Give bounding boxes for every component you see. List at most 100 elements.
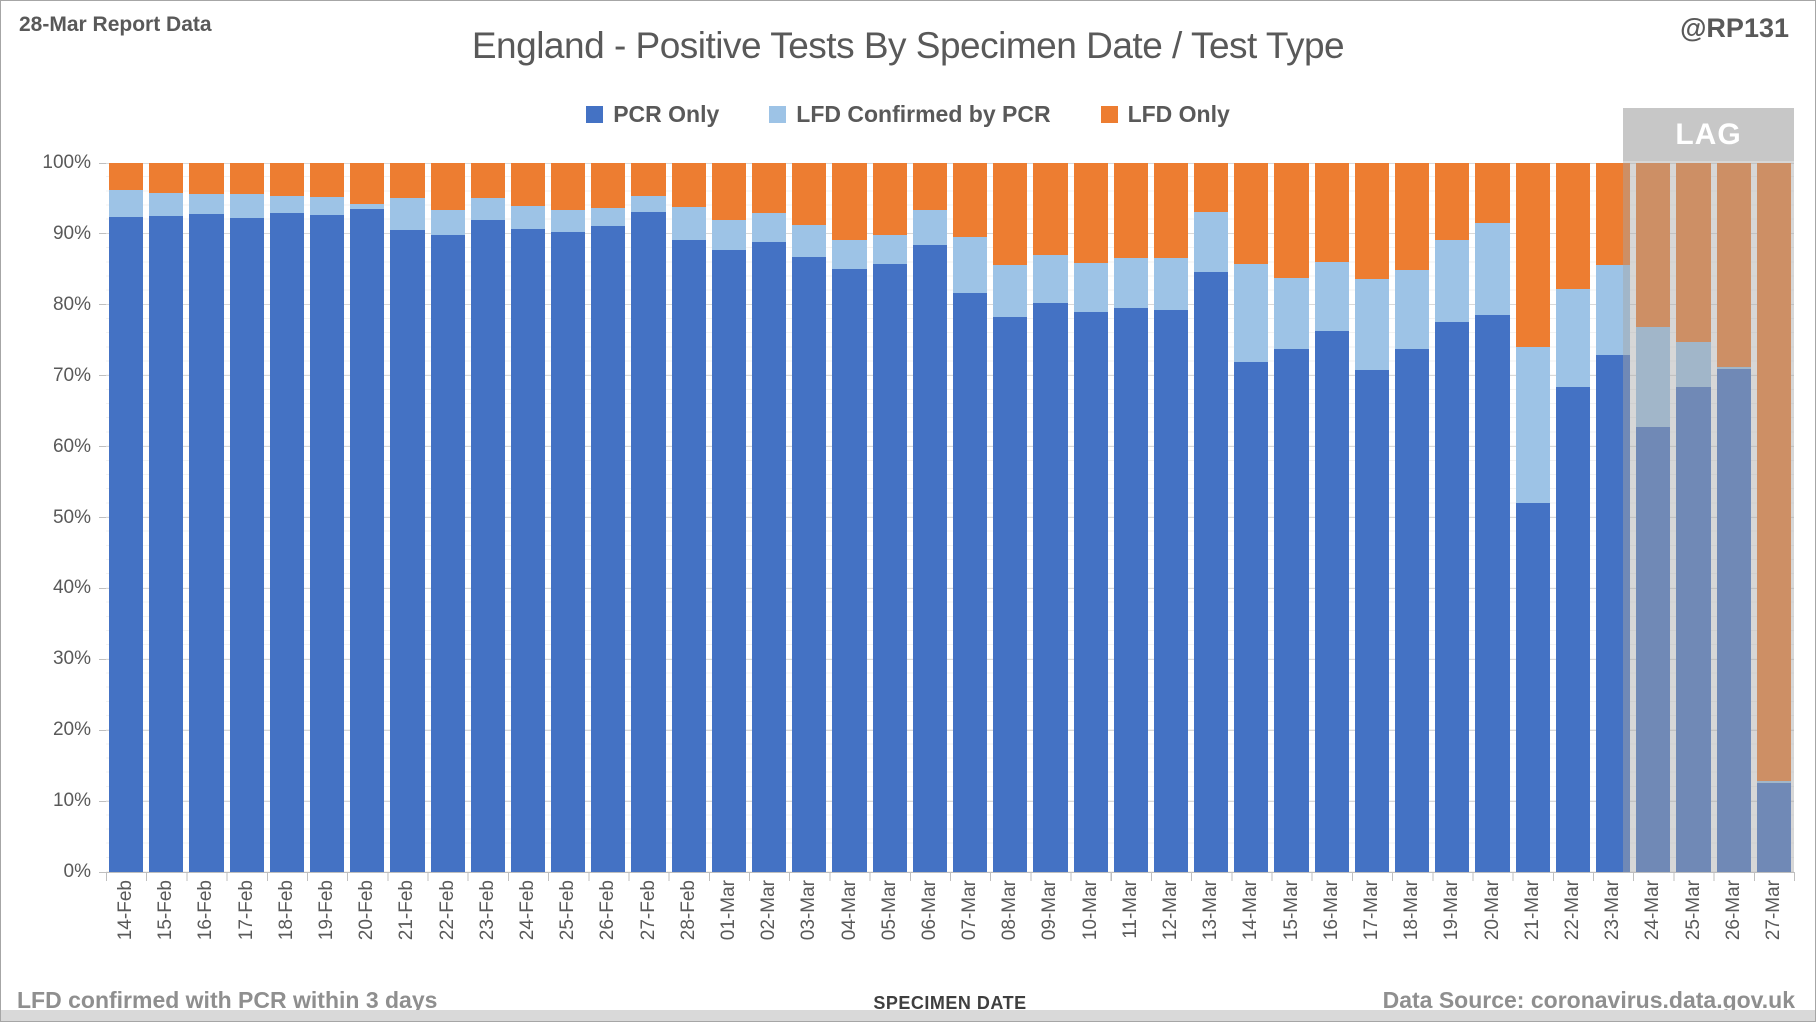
bar-15-Mar[interactable] [1271, 163, 1311, 872]
segment-pcr-only [993, 316, 1028, 872]
segment-lfd-only [1073, 163, 1108, 263]
bar-10-Mar[interactable] [1071, 163, 1111, 872]
bar-05-Mar[interactable] [870, 163, 910, 872]
bar-18-Feb[interactable] [267, 163, 307, 872]
x-axis-date-label: 23-Feb [476, 880, 498, 941]
bar-23-Mar[interactable] [1593, 163, 1633, 872]
bar-28-Feb[interactable] [669, 163, 709, 872]
bar-21-Feb[interactable] [387, 163, 427, 872]
x-axis-date-label: 24-Mar [1642, 880, 1664, 941]
segment-lfd-confirmed-by-pcr [711, 220, 746, 250]
segment-lfd-confirmed-by-pcr [1515, 347, 1550, 504]
segment-lfd-only [1636, 163, 1671, 327]
gridline [106, 304, 1794, 306]
bar-24-Mar[interactable] [1633, 163, 1673, 872]
bar-20-Mar[interactable] [1472, 163, 1512, 872]
segment-pcr-only [1676, 387, 1711, 872]
x-axis-date-label: 27-Feb [637, 880, 659, 941]
bar-25-Feb[interactable] [548, 163, 588, 872]
x-axis-date-label: 21-Mar [1521, 880, 1543, 941]
bar-14-Feb[interactable] [106, 163, 146, 872]
x-axis-date-label: 19-Mar [1441, 880, 1463, 941]
segment-lfd-only [1475, 163, 1510, 224]
bar-21-Mar[interactable] [1513, 163, 1553, 872]
bar-27-Feb[interactable] [628, 163, 668, 872]
gridline [106, 800, 1794, 802]
x-axis-title: SPECIMEN DATE [873, 993, 1027, 1013]
bar-20-Feb[interactable] [347, 163, 387, 872]
segment-lfd-confirmed-by-pcr [109, 189, 144, 217]
segment-lfd-confirmed-by-pcr [1073, 262, 1108, 312]
x-axis-line [106, 872, 1795, 873]
segment-lfd-only [1153, 163, 1189, 259]
segment-lfd-confirmed-by-pcr [189, 194, 224, 215]
segment-lfd-only [1113, 163, 1148, 259]
bar-19-Mar[interactable] [1432, 163, 1472, 872]
bar-26-Mar[interactable] [1714, 163, 1754, 872]
bar-09-Mar[interactable] [1030, 163, 1070, 872]
segment-lfd-only [390, 163, 425, 198]
bar-17-Mar[interactable] [1352, 163, 1392, 872]
segment-lfd-only [912, 163, 947, 210]
segment-pcr-only [952, 292, 988, 872]
x-axis-date-label: 11-Mar [1119, 880, 1141, 939]
bar-22-Mar[interactable] [1553, 163, 1593, 872]
x-axis-date-label: 18-Mar [1401, 880, 1423, 941]
y-tick [99, 446, 106, 448]
bar-13-Mar[interactable] [1191, 163, 1231, 872]
segment-lfd-only [470, 163, 505, 199]
bar-18-Mar[interactable] [1392, 163, 1432, 872]
bar-14-Mar[interactable] [1231, 163, 1271, 872]
bar-01-Mar[interactable] [709, 163, 749, 872]
footnote: LFD confirmed with PCR within 3 days [17, 987, 438, 1013]
segment-lfd-confirmed-by-pcr [832, 240, 867, 269]
bar-27-Mar[interactable] [1754, 163, 1794, 872]
legend-item[interactable]: LFD Confirmed by PCR [769, 101, 1051, 128]
x-axis-date-label: 16-Feb [195, 880, 217, 941]
segment-pcr-only [1475, 314, 1510, 872]
segment-pcr-only [1113, 308, 1148, 872]
bar-22-Feb[interactable] [428, 163, 468, 872]
segment-lfd-only [832, 163, 867, 241]
segment-lfd-confirmed-by-pcr [792, 225, 827, 258]
bar-25-Mar[interactable] [1673, 163, 1713, 872]
segment-pcr-only [792, 257, 827, 872]
bar-15-Feb[interactable] [146, 163, 186, 872]
segment-lfd-only [631, 163, 666, 197]
legend-item[interactable]: PCR Only [586, 101, 719, 128]
segment-pcr-only [229, 218, 264, 872]
segment-pcr-only [912, 245, 947, 872]
segment-pcr-only [1153, 310, 1189, 872]
bar-16-Mar[interactable] [1312, 163, 1352, 872]
bar-08-Mar[interactable] [990, 163, 1030, 872]
segment-lfd-confirmed-by-pcr [1314, 261, 1349, 332]
bar-07-Mar[interactable] [950, 163, 990, 872]
bar-04-Mar[interactable] [829, 163, 869, 872]
gridline [106, 517, 1794, 518]
segment-lfd-confirmed-by-pcr [551, 209, 586, 232]
segment-lfd-only [149, 163, 184, 193]
gridline [106, 375, 1794, 377]
bar-17-Feb[interactable] [227, 163, 267, 872]
segment-lfd-only [752, 163, 787, 214]
segment-pcr-only [1636, 426, 1671, 872]
bar-06-Mar[interactable] [910, 163, 950, 872]
gridline [106, 658, 1794, 660]
bar-26-Feb[interactable] [588, 163, 628, 872]
bar-series [106, 163, 1794, 872]
bar-24-Feb[interactable] [508, 163, 548, 872]
x-axis-date-label: 15-Feb [155, 880, 177, 941]
bar-12-Mar[interactable] [1151, 163, 1191, 872]
segment-lfd-only [1435, 163, 1470, 240]
x-axis-date-label: 02-Mar [758, 880, 780, 941]
segment-pcr-only [390, 229, 425, 872]
bar-16-Feb[interactable] [186, 163, 226, 872]
segment-lfd-confirmed-by-pcr [912, 209, 947, 246]
legend-item[interactable]: LFD Only [1100, 101, 1230, 128]
bar-11-Mar[interactable] [1111, 163, 1151, 872]
segment-lfd-only [1676, 163, 1711, 343]
bar-03-Mar[interactable] [789, 163, 829, 872]
bar-23-Feb[interactable] [468, 163, 508, 872]
bar-02-Mar[interactable] [749, 163, 789, 872]
bar-19-Feb[interactable] [307, 163, 347, 872]
